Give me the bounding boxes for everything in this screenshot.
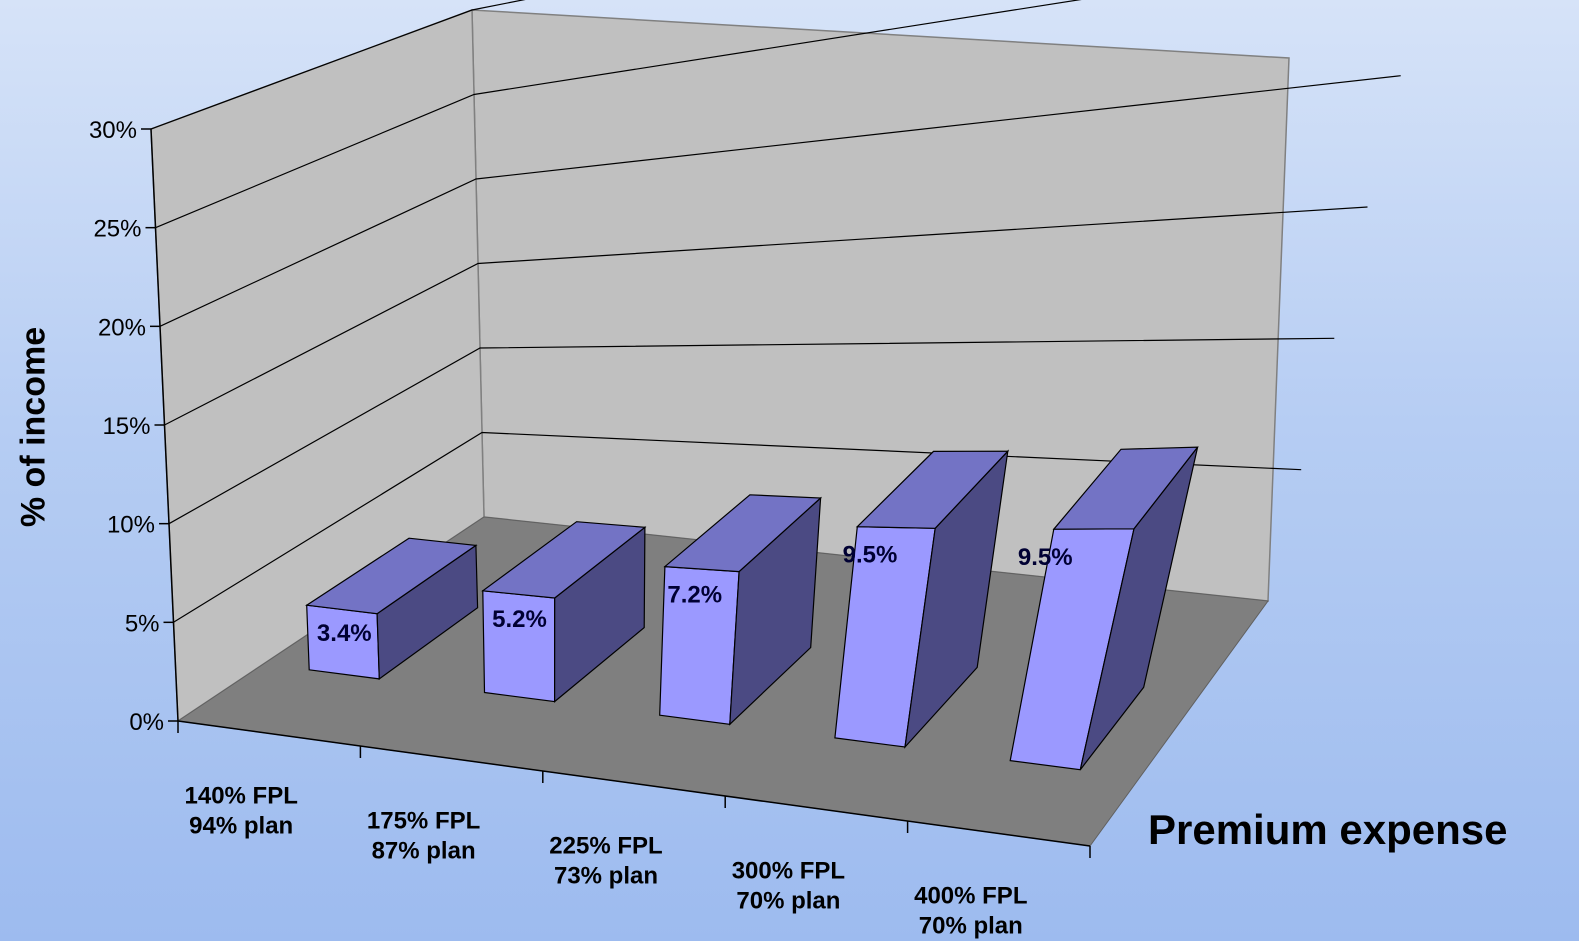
y-tick-label: 20% [98,314,146,341]
bar-top [481,521,647,599]
y-tick-label: 25% [93,216,141,243]
bar [659,494,823,726]
x-tick-label: 175% FPL 87% plan [367,808,480,865]
x-tick-label: 140% FPL 94% plan [185,783,298,840]
bar-top [304,537,478,615]
y-tick-label: 5% [125,610,160,637]
y-tick-label: 30% [89,117,137,144]
x-axis-line [177,720,1091,847]
bar-value-label: 9.5% [843,542,898,569]
bar-value-label: 7.2% [667,582,722,609]
bar [304,537,479,681]
bar-top [663,494,823,573]
bar-value-label: 3.4% [317,620,372,647]
x-axis-title: Premium expense [1148,806,1508,853]
gridline [168,337,1335,525]
x-tick-label: 225% FPL 73% plan [549,833,662,890]
bar-top [1052,446,1199,530]
y-tick-label: 10% [107,512,155,539]
bar [1009,446,1199,771]
bar-value-label: 9.5% [1018,544,1073,571]
bar [481,521,647,703]
y-tick-label: 0% [129,709,164,736]
gridline [155,0,1082,229]
bar-top [855,450,1010,529]
gridline [164,206,1368,426]
bar [834,449,1010,749]
x-tick-label: 400% FPL 70% plan [914,883,1027,940]
y-axis-title: % of income [14,326,53,528]
gridline [159,75,1401,327]
gridline [173,431,1302,623]
gridline [150,0,526,130]
bar-value-label: 5.2% [492,606,547,633]
x-tick-label: 300% FPL 70% plan [732,858,845,915]
y-tick-label: 15% [102,413,150,440]
